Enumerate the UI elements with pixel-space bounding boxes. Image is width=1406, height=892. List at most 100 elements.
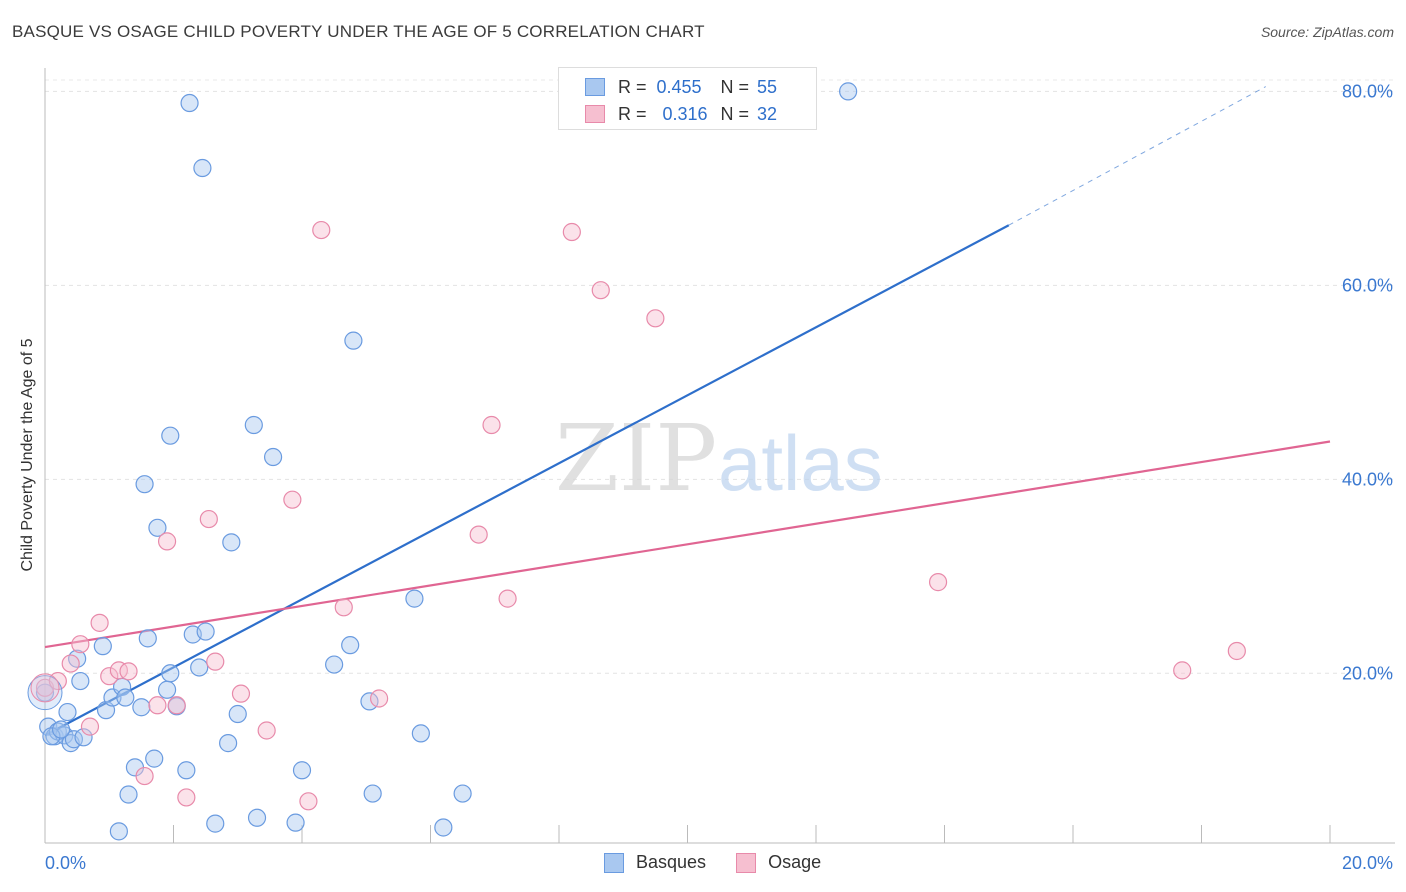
osage-point	[148, 696, 167, 715]
basques-point	[157, 680, 177, 699]
basques-point	[206, 814, 225, 833]
legend-label-basques: Basques	[636, 852, 707, 872]
legend-row-osage: R = 0.316 N = 32	[585, 102, 777, 126]
trendlines	[44, 86, 1331, 737]
basques-point	[109, 822, 128, 841]
y-tick-label: 20.0%	[1342, 663, 1393, 683]
osage-point	[71, 635, 90, 654]
basques-point	[193, 158, 212, 178]
y-tick-label: 60.0%	[1342, 275, 1393, 295]
osage-point	[312, 220, 331, 240]
osage-swatch	[585, 105, 605, 123]
legend-item-osage: Osage	[736, 852, 821, 873]
basques-point	[196, 622, 215, 641]
osage-point	[469, 525, 488, 544]
legend-n-label: N =	[720, 76, 750, 97]
legend-n-label: N =	[720, 103, 750, 124]
basques-point-large	[27, 675, 63, 711]
basques-point	[325, 655, 344, 674]
axes	[44, 68, 1395, 844]
osage-point	[1227, 641, 1246, 661]
basques-point	[286, 813, 305, 832]
basques-trendline-extension	[1008, 86, 1266, 226]
basques-trendline	[44, 224, 1010, 737]
basques-point	[263, 447, 283, 467]
correlation-legend: R = 0.455 N = 55 R = 0.316 N = 32	[558, 67, 817, 130]
osage-point	[109, 661, 128, 680]
basques-point	[119, 785, 138, 804]
basques-point	[35, 683, 55, 702]
watermark-atlas: atlas	[718, 419, 883, 507]
osage-point	[61, 654, 80, 673]
source-credit: Source: ZipAtlas.com	[1260, 24, 1394, 40]
basques-point	[344, 331, 363, 350]
basques-point	[247, 808, 267, 827]
basques-point	[341, 636, 360, 655]
legend-label-osage: Osage	[768, 852, 822, 872]
osage-point	[562, 222, 581, 242]
osage-point	[334, 598, 353, 617]
osage-point	[498, 589, 517, 608]
basques-point	[244, 415, 263, 435]
basques-point	[405, 589, 424, 608]
basques-point	[177, 761, 196, 780]
basques-point	[453, 784, 472, 803]
legend-r-value: 0.455	[656, 76, 702, 97]
basques-point	[228, 704, 247, 724]
basques-point	[411, 724, 430, 743]
legend-r-label: R =	[618, 103, 647, 124]
legend-r-label: R =	[618, 76, 647, 97]
watermark-zip: ZIP	[555, 405, 717, 512]
basques-point	[51, 720, 71, 739]
osage-point	[177, 788, 196, 807]
basques-point	[219, 734, 238, 753]
osage-point	[135, 766, 154, 786]
osage-point	[100, 667, 119, 686]
y-tick-label: 40.0%	[1342, 469, 1393, 489]
y-axis-label: Child Poverty Under the Age of 5	[19, 338, 36, 572]
legend-row-basques: R = 0.455 N = 55	[585, 75, 777, 99]
osage-point	[591, 281, 610, 300]
basques-point	[74, 728, 93, 747]
basques-point	[138, 629, 157, 648]
osage-point	[80, 717, 100, 736]
osage-point	[928, 573, 948, 592]
watermark: ZIP atlas	[555, 405, 883, 512]
chart-title: BASQUE VS OSAGE CHILD POVERTY UNDER THE …	[12, 22, 705, 41]
legend-item-basques: Basques	[604, 852, 706, 873]
basques-point	[145, 749, 164, 768]
series-legend: Basques Osage	[604, 852, 851, 873]
basques-point	[132, 698, 151, 717]
data-points	[27, 82, 1246, 841]
osage-point	[482, 415, 501, 435]
osage-point	[119, 662, 138, 681]
osage-point	[257, 721, 276, 740]
basques-swatch	[604, 852, 624, 873]
basques-point	[363, 784, 382, 803]
basques-point	[116, 688, 135, 707]
basques-point	[292, 761, 312, 780]
basques-point	[42, 727, 61, 746]
basques-point	[148, 518, 167, 537]
basques-point	[161, 426, 180, 445]
basques-point	[135, 475, 154, 494]
osage-swatch	[736, 852, 757, 873]
basques-swatch	[585, 78, 605, 96]
basques-point	[180, 93, 199, 113]
basques-point	[222, 533, 241, 552]
basques-point	[71, 671, 90, 691]
gridlines	[45, 79, 1395, 674]
osage-point	[283, 490, 302, 509]
osage-point	[199, 509, 218, 529]
osage-point	[231, 684, 251, 703]
osage-point	[370, 689, 389, 708]
x-tick-label: 0.0%	[45, 853, 86, 873]
x-tick-label: 20.0%	[1342, 853, 1393, 873]
osage-point	[167, 696, 186, 715]
legend-n-value: 55	[757, 76, 778, 97]
basques-point	[93, 637, 112, 656]
osage-point-large	[30, 673, 60, 703]
osage-point	[1173, 661, 1192, 680]
osage-point	[206, 652, 225, 671]
basques-point	[839, 82, 858, 101]
